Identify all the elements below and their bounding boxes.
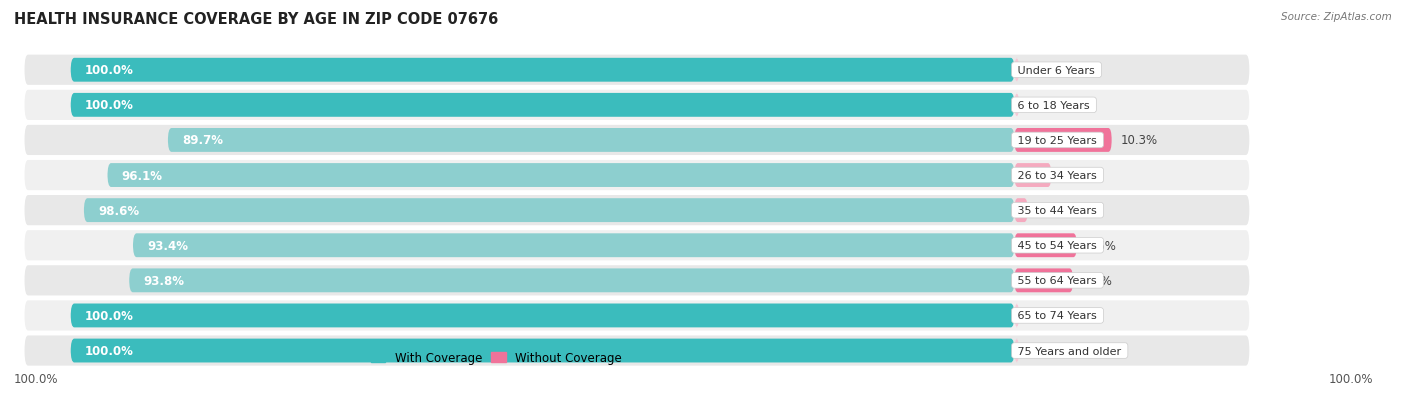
Text: Under 6 Years: Under 6 Years: [1015, 66, 1098, 76]
Text: 35 to 44 Years: 35 to 44 Years: [1015, 206, 1101, 216]
Text: 65 to 74 Years: 65 to 74 Years: [1015, 311, 1101, 320]
Text: 10.3%: 10.3%: [1121, 134, 1159, 147]
Text: 19 to 25 Years: 19 to 25 Years: [1015, 135, 1101, 146]
FancyBboxPatch shape: [1015, 304, 1019, 328]
Text: 96.1%: 96.1%: [122, 169, 163, 182]
FancyBboxPatch shape: [1015, 59, 1019, 83]
Text: 26 to 34 Years: 26 to 34 Years: [1015, 171, 1101, 180]
Text: 100.0%: 100.0%: [84, 64, 134, 77]
FancyBboxPatch shape: [1015, 199, 1028, 223]
FancyBboxPatch shape: [24, 335, 1250, 367]
FancyBboxPatch shape: [24, 55, 1250, 87]
Text: 6.2%: 6.2%: [1083, 274, 1112, 287]
Text: Source: ZipAtlas.com: Source: ZipAtlas.com: [1281, 12, 1392, 22]
FancyBboxPatch shape: [70, 339, 1015, 363]
Text: 89.7%: 89.7%: [181, 134, 224, 147]
Text: 100.0%: 100.0%: [84, 99, 134, 112]
FancyBboxPatch shape: [1015, 339, 1019, 363]
Text: 93.8%: 93.8%: [143, 274, 184, 287]
Text: 3.9%: 3.9%: [1060, 169, 1091, 182]
FancyBboxPatch shape: [134, 234, 1015, 258]
Text: 100.0%: 100.0%: [84, 344, 134, 357]
Text: 6.6%: 6.6%: [1087, 239, 1116, 252]
FancyBboxPatch shape: [24, 230, 1250, 262]
FancyBboxPatch shape: [1015, 94, 1019, 117]
FancyBboxPatch shape: [24, 124, 1250, 157]
FancyBboxPatch shape: [24, 299, 1250, 332]
FancyBboxPatch shape: [24, 159, 1250, 192]
Text: 0.0%: 0.0%: [1024, 99, 1053, 112]
Text: 0.0%: 0.0%: [1024, 64, 1053, 77]
FancyBboxPatch shape: [70, 94, 1015, 117]
Text: 0.0%: 0.0%: [1024, 309, 1053, 322]
Text: 45 to 54 Years: 45 to 54 Years: [1015, 241, 1101, 251]
Text: 6 to 18 Years: 6 to 18 Years: [1015, 101, 1094, 111]
Legend: With Coverage, Without Coverage: With Coverage, Without Coverage: [366, 347, 627, 369]
FancyBboxPatch shape: [1015, 234, 1077, 258]
FancyBboxPatch shape: [70, 304, 1015, 328]
FancyBboxPatch shape: [167, 129, 1015, 152]
Text: 75 Years and older: 75 Years and older: [1015, 346, 1125, 356]
FancyBboxPatch shape: [24, 265, 1250, 297]
Text: 100.0%: 100.0%: [14, 373, 59, 385]
FancyBboxPatch shape: [70, 59, 1015, 83]
FancyBboxPatch shape: [24, 90, 1250, 122]
Text: 55 to 64 Years: 55 to 64 Years: [1015, 275, 1101, 286]
FancyBboxPatch shape: [107, 164, 1015, 188]
Text: 1.4%: 1.4%: [1038, 204, 1067, 217]
FancyBboxPatch shape: [1015, 269, 1073, 292]
FancyBboxPatch shape: [84, 199, 1015, 223]
Text: 100.0%: 100.0%: [84, 309, 134, 322]
Text: 100.0%: 100.0%: [1329, 373, 1374, 385]
Text: 0.0%: 0.0%: [1024, 344, 1053, 357]
FancyBboxPatch shape: [1015, 129, 1112, 152]
FancyBboxPatch shape: [129, 269, 1015, 292]
FancyBboxPatch shape: [1015, 164, 1052, 188]
Text: 93.4%: 93.4%: [148, 239, 188, 252]
Text: HEALTH INSURANCE COVERAGE BY AGE IN ZIP CODE 07676: HEALTH INSURANCE COVERAGE BY AGE IN ZIP …: [14, 12, 498, 27]
Text: 98.6%: 98.6%: [98, 204, 139, 217]
FancyBboxPatch shape: [24, 195, 1250, 227]
